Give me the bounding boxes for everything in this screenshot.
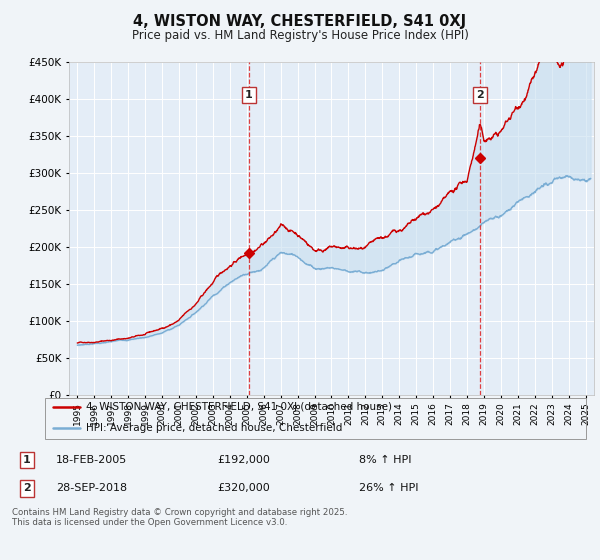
Text: 1: 1 [23,455,31,465]
Text: 28-SEP-2018: 28-SEP-2018 [56,483,127,493]
Text: Contains HM Land Registry data © Crown copyright and database right 2025.
This d: Contains HM Land Registry data © Crown c… [12,508,347,528]
Text: 4, WISTON WAY, CHESTERFIELD, S41 0XJ (detached house): 4, WISTON WAY, CHESTERFIELD, S41 0XJ (de… [86,402,392,412]
Text: HPI: Average price, detached house, Chesterfield: HPI: Average price, detached house, Ches… [86,423,343,433]
Text: £192,000: £192,000 [218,455,271,465]
Text: 26% ↑ HPI: 26% ↑ HPI [359,483,418,493]
Text: 2: 2 [23,483,31,493]
Text: 2: 2 [476,90,484,100]
Text: 18-FEB-2005: 18-FEB-2005 [56,455,127,465]
Text: Price paid vs. HM Land Registry's House Price Index (HPI): Price paid vs. HM Land Registry's House … [131,29,469,42]
Text: 4, WISTON WAY, CHESTERFIELD, S41 0XJ: 4, WISTON WAY, CHESTERFIELD, S41 0XJ [133,14,467,29]
Text: £320,000: £320,000 [218,483,271,493]
Text: 1: 1 [245,90,253,100]
Text: 8% ↑ HPI: 8% ↑ HPI [359,455,412,465]
